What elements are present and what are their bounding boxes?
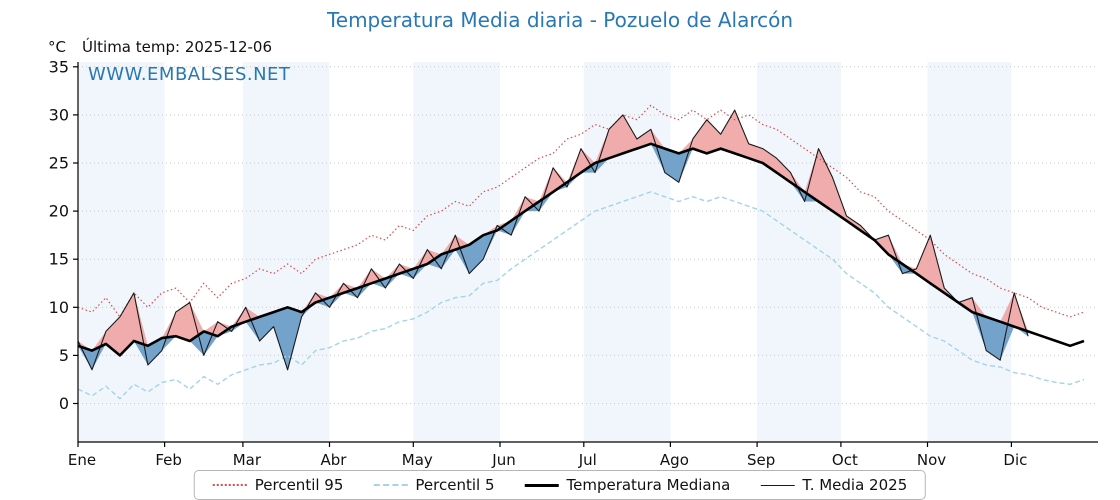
x-tick-label: Sep xyxy=(747,451,775,469)
x-tick-label: Mar xyxy=(233,451,262,469)
month-band xyxy=(583,62,671,442)
x-tick-label: Oct xyxy=(832,451,858,469)
month-band xyxy=(242,62,330,442)
y-tick-label: 20 xyxy=(49,202,69,221)
x-tick-label: Nov xyxy=(917,451,946,469)
month-band xyxy=(78,62,165,442)
month-band xyxy=(757,62,841,442)
chart-title: Temperatura Media diaria - Pozuelo de Al… xyxy=(326,8,794,32)
y-axis-unit: °C xyxy=(48,38,66,56)
last-temp-label: Última temp: 2025-12-06 xyxy=(82,38,273,56)
p95-line-sample-icon xyxy=(212,484,247,486)
legend-label: T. Media 2025 xyxy=(802,476,908,494)
y-tick-label: 0 xyxy=(59,394,69,413)
legend-label: Temperatura Mediana xyxy=(566,476,731,494)
y-tick-label: 10 xyxy=(49,298,69,317)
x-tick-label: Abr xyxy=(321,451,348,469)
x-tick-label: Ago xyxy=(660,451,689,469)
area-above-median xyxy=(78,110,1029,356)
legend-item-t-media-2025: T. Media 2025 xyxy=(760,476,907,494)
month-band xyxy=(927,62,1012,442)
x-tick-label: Jun xyxy=(491,451,515,469)
median-line-sample-icon xyxy=(524,483,559,487)
y-tick-label: 30 xyxy=(49,105,69,124)
legend: Percentil 95 Percentil 5 Temperatura Med… xyxy=(193,470,927,500)
y-tick-label: 25 xyxy=(49,154,69,173)
x-tick-label: May xyxy=(402,451,433,469)
x-tick-label: Feb xyxy=(155,451,182,469)
series-percentil-95 xyxy=(77,104,1085,318)
t2025-line-sample-icon xyxy=(760,484,795,486)
series-temperatura-mediana xyxy=(77,142,1085,357)
p5-line-sample-icon xyxy=(373,484,408,486)
y-tick-label: 15 xyxy=(49,250,69,269)
series-percentil-5 xyxy=(77,191,1085,400)
x-tick-label: Jul xyxy=(578,451,597,469)
legend-item-percentil-95: Percentil 95 xyxy=(212,476,344,494)
legend-item-percentil-5: Percentil 5 xyxy=(373,476,494,494)
y-tick-label: 35 xyxy=(49,57,69,76)
legend-label: Percentil 95 xyxy=(254,476,344,494)
series-t-media-2025 xyxy=(77,109,1029,371)
legend-label: Percentil 5 xyxy=(415,476,495,494)
chart-canvas: 0 5 10 15 20 25 30 35 Ene Feb Mar Abr May Jun Jul Ago Se… xyxy=(49,57,1098,469)
watermark-text: WWW.EMBALSES.NET xyxy=(88,64,291,85)
legend-item-mediana: Temperatura Mediana xyxy=(524,476,730,494)
x-tick-label: Ene xyxy=(68,451,96,469)
y-tick-label: 5 xyxy=(59,346,69,365)
x-tick-label: Dic xyxy=(1003,451,1027,469)
